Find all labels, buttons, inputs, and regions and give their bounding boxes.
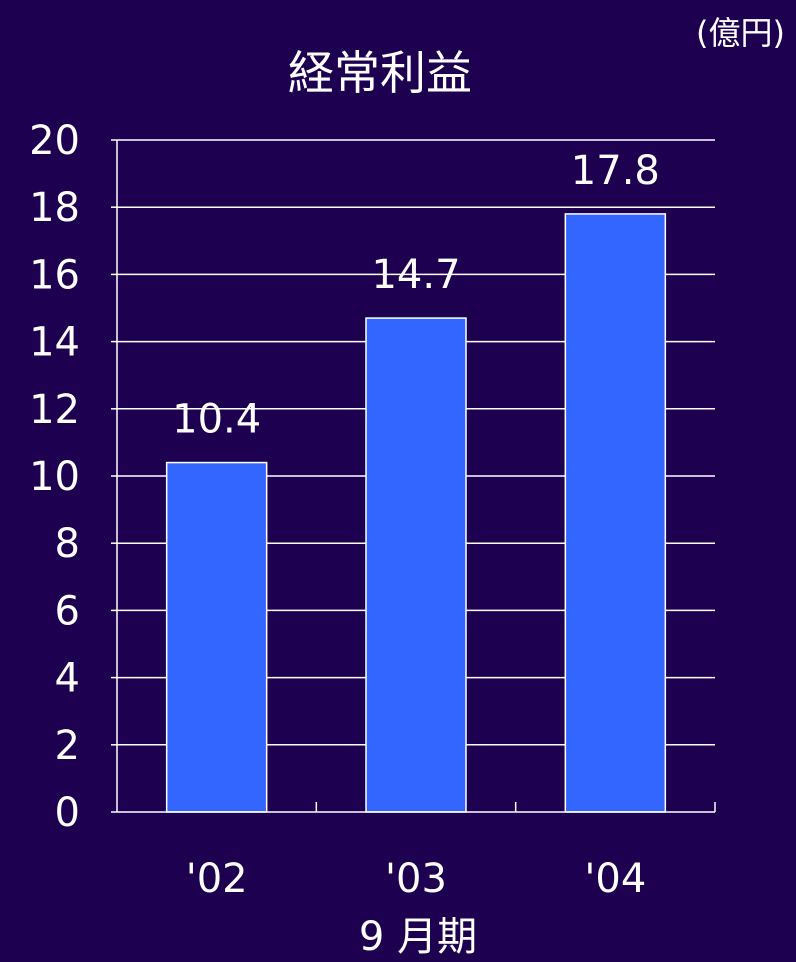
y-tick-label: 2 [55, 723, 80, 769]
y-tick-label: 12 [29, 387, 80, 433]
data-label: 17.8 [571, 148, 660, 194]
y-tick-label: 6 [55, 588, 80, 634]
data-label: 10.4 [172, 397, 261, 443]
y-tick-labels: 0 2 4 6 8 10 12 14 16 18 20 [29, 118, 80, 836]
y-tick-label: 0 [55, 790, 80, 836]
y-tick-label: 4 [55, 656, 80, 702]
data-labels: 10.4 14.7 17.8 [172, 148, 660, 443]
y-tick-label: 20 [29, 118, 80, 164]
y-tick-label: 16 [29, 252, 80, 298]
x-tick-label: '02 [186, 856, 248, 902]
y-tick-label: 8 [55, 521, 80, 567]
bars [165, 213, 716, 813]
data-label: 14.7 [371, 252, 460, 298]
y-tick-label: 10 [29, 454, 80, 500]
x-tick-label: '04 [584, 856, 646, 902]
x-axis-title: 9 月期 [359, 914, 477, 960]
x-tick-label: '03 [385, 856, 447, 902]
y-tick-label: 14 [29, 320, 80, 366]
x-tick-labels: '02 '03 '04 [186, 856, 647, 902]
axes [116, 140, 715, 813]
unit-label: (億円) [696, 14, 785, 52]
bar-2 [564, 213, 667, 813]
bar-1 [365, 317, 467, 813]
y-tick-label: 18 [29, 185, 80, 231]
bar-0 [165, 461, 268, 813]
chart-title: 経常利益 [288, 46, 472, 100]
